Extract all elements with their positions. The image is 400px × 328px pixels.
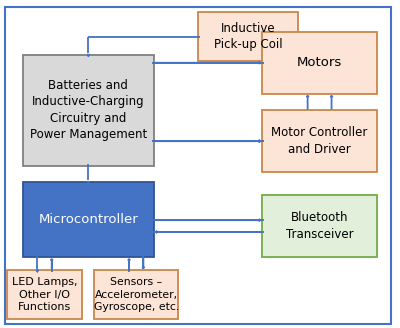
FancyBboxPatch shape	[262, 32, 377, 94]
Text: Bluetooth
Transceiver: Bluetooth Transceiver	[286, 211, 353, 241]
FancyBboxPatch shape	[7, 270, 82, 319]
Text: Microcontroller: Microcontroller	[38, 213, 138, 226]
FancyBboxPatch shape	[94, 270, 178, 319]
Text: Motor Controller
and Driver: Motor Controller and Driver	[271, 126, 368, 156]
FancyBboxPatch shape	[23, 182, 154, 257]
FancyBboxPatch shape	[262, 110, 377, 172]
Text: Inductive
Pick-up Coil: Inductive Pick-up Coil	[214, 22, 282, 51]
Text: LED Lamps,
Other I/O
Functions: LED Lamps, Other I/O Functions	[12, 277, 77, 313]
Text: Sensors –
Accelerometer,
Gyroscope, etc.: Sensors – Accelerometer, Gyroscope, etc.	[94, 277, 179, 313]
Text: Batteries and
Inductive-Charging
Circuitry and
Power Management: Batteries and Inductive-Charging Circuit…	[30, 79, 147, 141]
FancyBboxPatch shape	[198, 12, 298, 61]
FancyBboxPatch shape	[23, 54, 154, 166]
FancyBboxPatch shape	[262, 195, 377, 257]
Text: Motors: Motors	[297, 56, 342, 69]
